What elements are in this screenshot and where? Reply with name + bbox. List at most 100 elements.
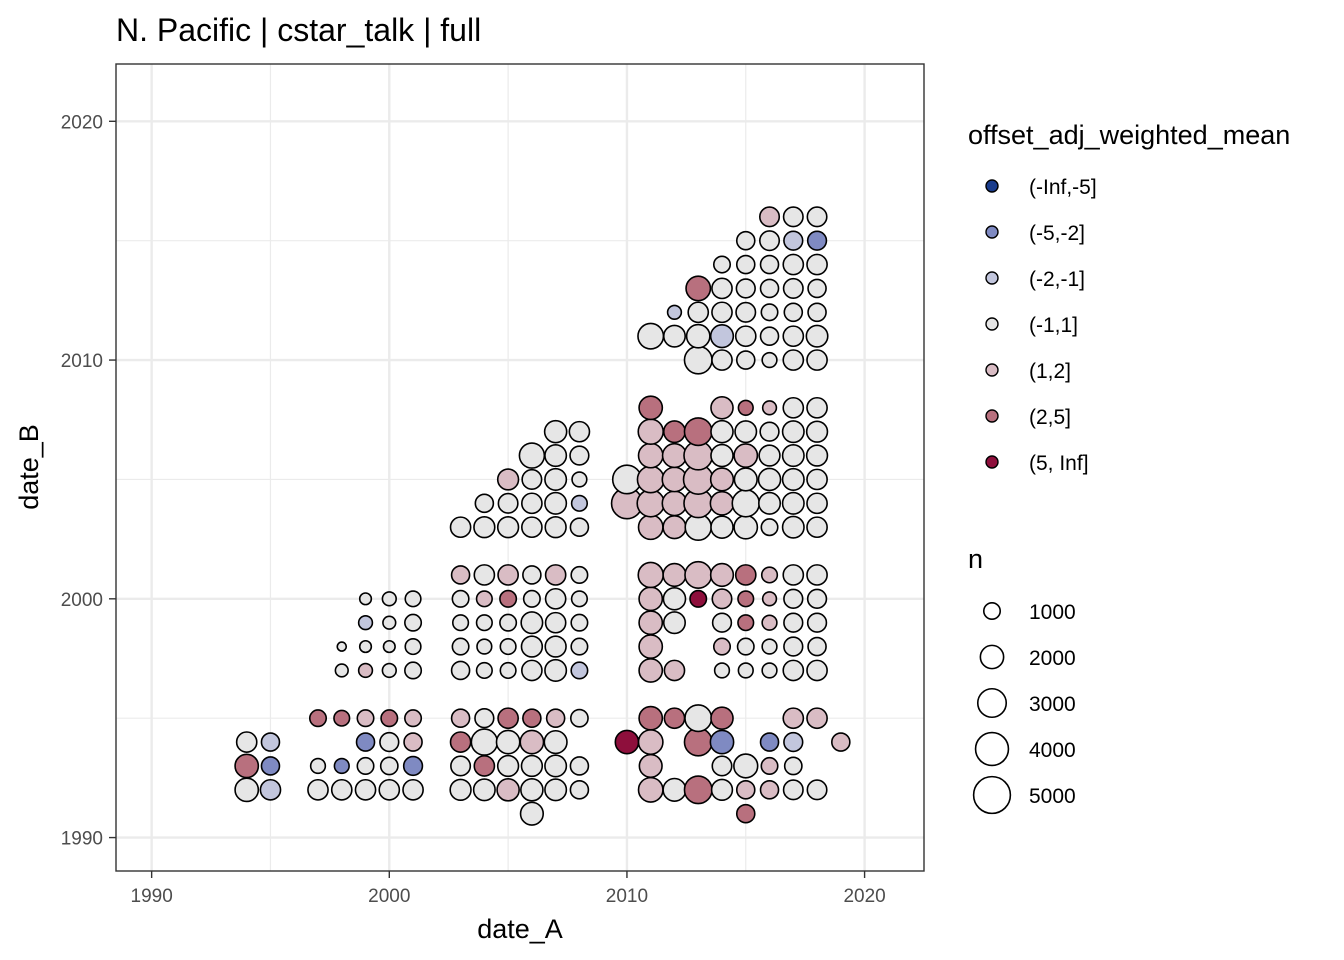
size-legend-title: n bbox=[968, 544, 983, 574]
data-point bbox=[735, 301, 757, 323]
data-point bbox=[379, 731, 400, 753]
data-point bbox=[568, 420, 591, 443]
data-point bbox=[760, 518, 779, 537]
data-point bbox=[520, 754, 544, 778]
data-point bbox=[496, 754, 520, 778]
data-point bbox=[737, 662, 754, 679]
data-point bbox=[761, 638, 778, 655]
data-point bbox=[760, 566, 779, 584]
size-legend-label: 2000 bbox=[1029, 647, 1076, 670]
data-point bbox=[449, 731, 472, 753]
data-point bbox=[712, 255, 732, 274]
data-point bbox=[759, 732, 780, 752]
data-point bbox=[711, 588, 733, 610]
data-point bbox=[805, 324, 829, 348]
data-point bbox=[683, 417, 713, 447]
data-point bbox=[402, 755, 424, 777]
data-point bbox=[544, 635, 567, 658]
color-legend-title: offset_adj_weighted_mean bbox=[968, 120, 1290, 150]
color-legend-label: (-5,-2] bbox=[1029, 222, 1085, 245]
data-point bbox=[734, 564, 757, 586]
data-point bbox=[733, 467, 758, 492]
data-point bbox=[638, 586, 664, 612]
data-point bbox=[403, 732, 423, 752]
data-point bbox=[404, 637, 422, 656]
data-point bbox=[735, 254, 756, 275]
data-point bbox=[569, 445, 590, 466]
data-point bbox=[357, 615, 374, 631]
data-point bbox=[806, 468, 828, 491]
data-point bbox=[710, 443, 734, 468]
data-point bbox=[781, 420, 805, 444]
data-point bbox=[806, 588, 828, 609]
chart-title: N. Pacific | cstar_talk | full bbox=[116, 12, 481, 48]
data-point bbox=[638, 705, 664, 731]
data-point bbox=[806, 564, 828, 586]
data-point bbox=[544, 658, 568, 682]
data-point bbox=[782, 349, 805, 371]
data-point bbox=[782, 707, 805, 730]
data-point bbox=[761, 591, 778, 607]
data-point bbox=[781, 467, 805, 491]
data-point bbox=[805, 420, 829, 443]
data-point bbox=[783, 612, 804, 633]
data-point bbox=[735, 803, 756, 824]
data-point bbox=[759, 421, 780, 442]
data-point bbox=[683, 727, 713, 757]
data-point bbox=[759, 206, 781, 228]
data-point bbox=[759, 230, 781, 252]
data-point bbox=[760, 303, 779, 322]
data-point bbox=[757, 467, 782, 492]
data-point bbox=[737, 590, 755, 608]
data-point bbox=[569, 780, 590, 800]
color-legend-key bbox=[985, 455, 999, 469]
data-point bbox=[783, 636, 804, 657]
data-point bbox=[807, 636, 827, 657]
data-point bbox=[449, 778, 472, 802]
data-point bbox=[334, 663, 349, 678]
color-legend-label: (1,2] bbox=[1029, 360, 1071, 383]
data-point bbox=[544, 467, 568, 491]
data-point bbox=[734, 420, 758, 444]
data-point bbox=[734, 325, 757, 348]
color-legend-key bbox=[985, 179, 999, 193]
data-point bbox=[404, 661, 423, 680]
data-point bbox=[333, 709, 351, 727]
data-point bbox=[544, 491, 568, 515]
data-point bbox=[522, 565, 542, 585]
data-point bbox=[733, 443, 759, 468]
data-point bbox=[711, 301, 733, 324]
data-point bbox=[806, 516, 828, 539]
data-point bbox=[356, 709, 375, 728]
data-point bbox=[666, 304, 683, 320]
data-point bbox=[684, 560, 713, 589]
color-legend-key bbox=[985, 271, 999, 285]
data-point bbox=[685, 323, 711, 349]
data-point bbox=[685, 275, 712, 302]
y-axis-label: date_B bbox=[14, 424, 44, 510]
data-point bbox=[404, 590, 422, 608]
data-point bbox=[521, 492, 543, 515]
data-point bbox=[475, 590, 493, 608]
data-point bbox=[570, 637, 589, 656]
size-legend-label: 1000 bbox=[1029, 601, 1076, 624]
data-point bbox=[687, 301, 710, 324]
data-point bbox=[731, 489, 761, 518]
data-point bbox=[711, 277, 733, 300]
size-legend: 1000 2000 3000 4000 5000 bbox=[972, 601, 1076, 815]
data-point bbox=[737, 614, 755, 632]
color-legend-key bbox=[985, 225, 999, 239]
data-point bbox=[522, 589, 541, 608]
data-point bbox=[470, 728, 499, 756]
data-point bbox=[806, 349, 828, 371]
data-point bbox=[662, 586, 687, 611]
data-point bbox=[735, 350, 756, 370]
color-legend-label: (-2,-1] bbox=[1029, 268, 1085, 291]
data-point bbox=[450, 708, 471, 729]
data-point bbox=[473, 755, 496, 777]
data-point bbox=[831, 732, 851, 752]
data-point bbox=[570, 494, 589, 512]
data-point bbox=[234, 753, 260, 779]
data-point bbox=[569, 756, 590, 776]
y-tick-label: 2020 bbox=[61, 112, 103, 133]
